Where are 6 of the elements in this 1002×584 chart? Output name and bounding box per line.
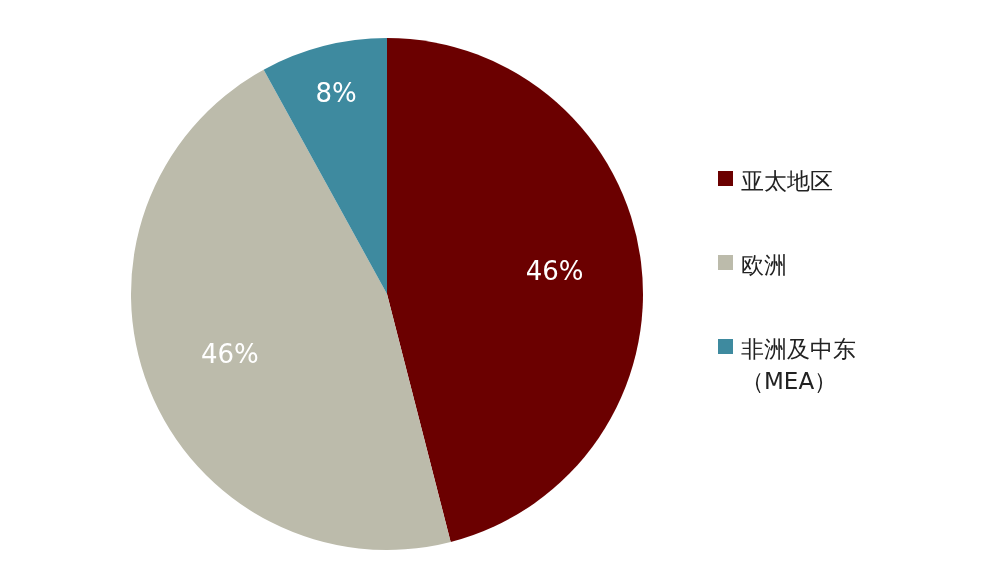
legend-label: 亚太地区	[741, 167, 833, 196]
data-label: 46%	[525, 255, 584, 286]
data-label: 46%	[201, 338, 259, 369]
legend-label: 非洲及中东（MEA）	[741, 335, 857, 396]
legend-label: 欧洲	[741, 251, 787, 280]
data-label: 8%	[315, 78, 357, 109]
